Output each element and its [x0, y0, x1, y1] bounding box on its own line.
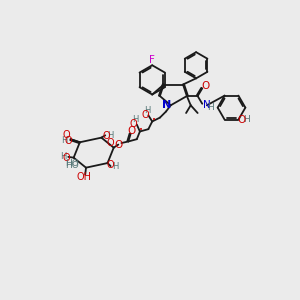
Text: HO: HO	[65, 161, 79, 170]
Text: N: N	[203, 100, 211, 110]
Text: H: H	[243, 115, 250, 124]
Text: O: O	[64, 136, 72, 146]
Text: H: H	[144, 106, 150, 115]
Text: O: O	[106, 138, 114, 148]
Text: O: O	[107, 160, 114, 170]
Text: OH: OH	[77, 172, 92, 182]
Text: HO: HO	[65, 159, 79, 168]
Text: O: O	[63, 153, 70, 163]
Text: O: O	[114, 140, 122, 150]
Text: H: H	[132, 116, 139, 124]
Text: H: H	[107, 131, 114, 140]
Text: H: H	[207, 103, 214, 112]
Text: O: O	[63, 130, 70, 140]
Text: O: O	[237, 115, 246, 124]
Text: F: F	[149, 55, 155, 65]
Text: O: O	[142, 110, 149, 119]
Text: H: H	[60, 152, 66, 160]
Text: O: O	[130, 119, 137, 129]
Text: H: H	[61, 136, 68, 145]
Text: O: O	[201, 81, 209, 91]
Text: •: •	[152, 117, 156, 123]
Text: N: N	[162, 100, 172, 110]
Text: O: O	[102, 131, 110, 141]
Text: O: O	[127, 126, 136, 136]
Text: H: H	[112, 162, 119, 171]
Text: •: •	[140, 127, 143, 133]
